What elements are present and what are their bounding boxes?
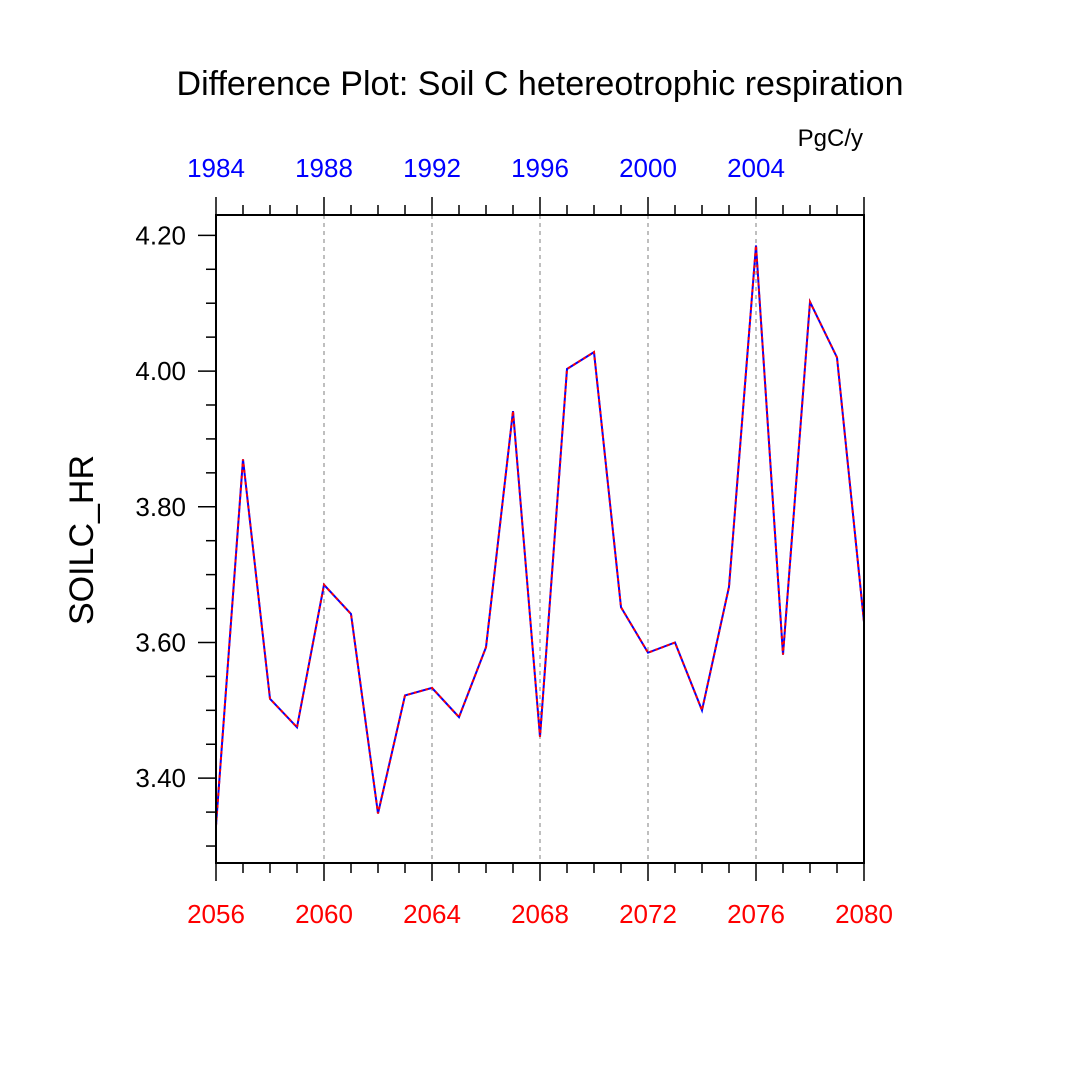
x-top-tick-label: 1996: [511, 153, 569, 183]
x-bottom-tick-label: 2056: [187, 899, 245, 929]
chart-title: Difference Plot: Soil C hetereotrophic r…: [177, 65, 904, 103]
x-bottom-tick-label: 2080: [835, 899, 893, 929]
y-tick-label: 4.00: [135, 356, 186, 386]
x-top-tick-label: 1988: [295, 153, 353, 183]
series-lines: [215, 245, 865, 826]
x-bottom-tick-label: 2064: [403, 899, 461, 929]
y-tick-label: 4.20: [135, 220, 186, 250]
axis-ticks: [198, 197, 865, 881]
x-top-tick-label: 2000: [619, 153, 677, 183]
gridlines: [323, 215, 757, 863]
x-top-tick-label: 2004: [727, 153, 785, 183]
y-tick-label: 3.80: [135, 492, 186, 522]
units-label: PgC/y: [798, 125, 863, 152]
plot-frame: [215, 214, 865, 864]
y-axis-label: SOILC_HR: [63, 455, 101, 625]
x-bottom-tick-label: 2068: [511, 899, 569, 929]
x-bottom-tick-label: 2076: [727, 899, 785, 929]
x-bottom-tick-label: 2060: [295, 899, 353, 929]
y-tick-label: 3.40: [135, 763, 186, 793]
x-top-tick-label: 1992: [403, 153, 461, 183]
x-bottom-tick-label: 2072: [619, 899, 677, 929]
tick-labels: 2056 2060 2064 2068 2072 2076 2080 1984 1988 1992…: [135, 153, 893, 929]
series-line-case2: [215, 245, 865, 826]
y-tick-label: 3.60: [135, 627, 186, 657]
x-top-tick-label: 1984: [187, 153, 245, 183]
